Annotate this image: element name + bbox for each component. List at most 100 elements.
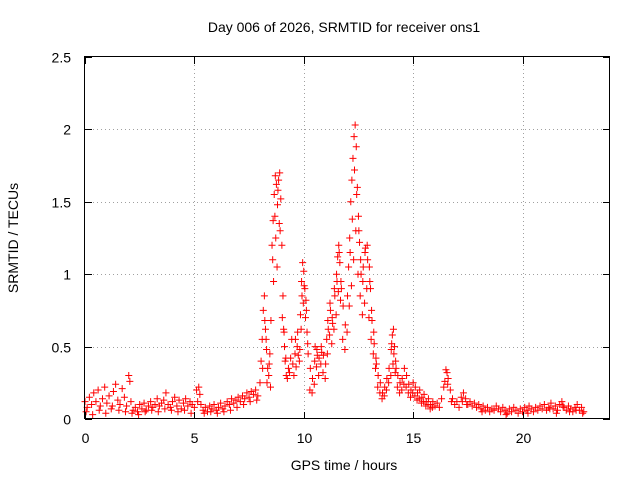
data-point — [308, 389, 316, 397]
data-point — [263, 345, 271, 353]
data-point — [268, 241, 276, 249]
data-point — [323, 350, 331, 358]
data-point — [361, 299, 369, 307]
data-point — [343, 328, 351, 336]
data-point — [233, 403, 241, 411]
data-point — [177, 405, 185, 413]
data-point — [300, 282, 308, 290]
data-point — [280, 325, 288, 333]
data-point — [294, 351, 302, 359]
data-point — [182, 395, 190, 403]
data-point — [519, 408, 526, 416]
data-point — [344, 292, 351, 300]
data-point — [428, 403, 436, 411]
data-point — [365, 314, 373, 322]
data-point — [197, 401, 205, 409]
data-point — [424, 401, 432, 409]
data-point — [303, 328, 311, 336]
data-point — [497, 408, 505, 416]
data-point — [363, 285, 371, 293]
data-point — [88, 401, 96, 409]
data-point — [151, 401, 159, 409]
data-point — [335, 241, 343, 249]
data-point — [361, 244, 369, 252]
data-point — [346, 248, 354, 256]
data-point — [201, 403, 209, 411]
data-point — [304, 340, 312, 348]
data-point — [387, 372, 395, 380]
data-point — [459, 389, 467, 397]
data-point — [257, 357, 265, 365]
data-point — [153, 395, 161, 403]
data-point — [282, 372, 290, 380]
data-point — [298, 292, 306, 300]
x-tick-label: 10 — [297, 430, 313, 446]
data-point — [89, 411, 97, 419]
data-point — [270, 277, 278, 285]
data-point — [365, 263, 373, 271]
data-point — [125, 372, 133, 380]
data-point — [552, 409, 560, 417]
x-tick-label: 20 — [516, 430, 532, 446]
data-point — [331, 292, 339, 300]
data-point — [306, 364, 314, 372]
data-point — [252, 386, 260, 394]
data-point — [356, 238, 364, 246]
data-point — [292, 363, 300, 371]
data-point — [348, 176, 356, 184]
data-point — [372, 360, 380, 368]
data-point — [341, 321, 349, 329]
data-point — [263, 379, 271, 387]
data-point — [346, 234, 354, 242]
data-point — [181, 406, 189, 414]
data-point — [458, 398, 466, 406]
data-point — [300, 267, 308, 275]
data-point — [116, 401, 124, 409]
plot-frame — [84, 56, 610, 419]
data-point — [416, 386, 424, 394]
data-point — [324, 325, 332, 333]
data-point — [96, 402, 104, 410]
data-point — [572, 406, 580, 414]
data-point — [370, 328, 378, 336]
y-tick-label: 0.5 — [52, 340, 72, 356]
data-point — [134, 408, 141, 416]
data-point — [213, 409, 221, 417]
data-point — [120, 393, 128, 401]
data-point — [259, 364, 267, 372]
data-point — [551, 402, 559, 410]
data-point — [256, 379, 264, 387]
data-point — [398, 386, 406, 394]
data-point — [166, 403, 174, 411]
data-point — [321, 374, 329, 382]
data-point — [388, 331, 396, 339]
data-point — [385, 364, 393, 372]
data-point — [554, 406, 561, 414]
data-point — [420, 390, 428, 398]
data-point — [92, 398, 100, 406]
data-point — [442, 366, 450, 374]
data-point — [475, 401, 483, 409]
y-tick-label: 1 — [63, 267, 71, 283]
data-point — [115, 406, 123, 414]
data-point — [529, 408, 537, 416]
data-point — [547, 399, 555, 407]
data-point — [217, 399, 225, 407]
data-point — [226, 406, 234, 414]
data-point — [462, 395, 470, 403]
data-point — [470, 399, 478, 407]
data-point — [326, 306, 334, 314]
data-point — [354, 212, 362, 220]
data-point — [254, 392, 262, 400]
data-point — [385, 379, 393, 387]
data-point — [297, 325, 305, 333]
data-point — [103, 399, 111, 407]
data-point — [228, 395, 236, 403]
data-point — [101, 383, 109, 391]
y-tick-labels: 0 0.5 1 1.5 2 2.5 — [52, 50, 72, 428]
data-point — [455, 403, 463, 411]
data-point — [298, 277, 306, 285]
data-point — [333, 277, 341, 285]
data-point — [154, 408, 162, 416]
